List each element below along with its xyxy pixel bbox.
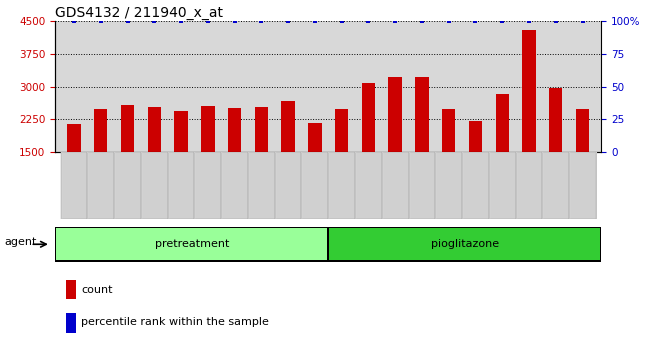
Point bbox=[176, 18, 187, 24]
Point bbox=[122, 18, 133, 24]
Bar bbox=[148, 107, 161, 152]
Point bbox=[229, 18, 240, 24]
Text: percentile rank within the sample: percentile rank within the sample bbox=[81, 317, 269, 327]
Bar bbox=[495, 94, 509, 152]
Bar bbox=[87, 152, 114, 219]
Bar bbox=[442, 109, 456, 152]
Text: pretreatment: pretreatment bbox=[155, 239, 229, 249]
Bar bbox=[255, 107, 268, 152]
Text: pioglitazone: pioglitazone bbox=[431, 239, 499, 249]
Bar bbox=[542, 152, 569, 219]
Point bbox=[551, 18, 561, 24]
Bar bbox=[576, 109, 589, 152]
Bar bbox=[114, 152, 141, 219]
Bar bbox=[462, 152, 489, 219]
Bar bbox=[389, 77, 402, 152]
Text: count: count bbox=[81, 285, 113, 295]
Bar bbox=[308, 122, 322, 152]
Bar bbox=[361, 83, 375, 152]
Point bbox=[69, 18, 79, 24]
Bar bbox=[515, 152, 542, 219]
Bar bbox=[355, 152, 382, 219]
Bar bbox=[248, 152, 275, 219]
Point bbox=[524, 18, 534, 24]
Bar bbox=[201, 106, 214, 152]
Bar bbox=[523, 30, 536, 152]
Text: GDS4132 / 211940_x_at: GDS4132 / 211940_x_at bbox=[55, 6, 223, 20]
Point bbox=[96, 18, 106, 24]
Point bbox=[470, 18, 480, 24]
Bar bbox=[469, 121, 482, 152]
Bar bbox=[330, 228, 600, 260]
Bar bbox=[328, 152, 355, 219]
Point bbox=[390, 18, 400, 24]
Bar bbox=[141, 152, 168, 219]
Bar bbox=[66, 313, 76, 333]
Bar bbox=[168, 152, 194, 219]
Bar bbox=[302, 152, 328, 219]
Bar bbox=[409, 152, 436, 219]
Bar bbox=[221, 152, 248, 219]
Point bbox=[256, 18, 266, 24]
Bar bbox=[281, 101, 295, 152]
Point bbox=[577, 18, 588, 24]
Point bbox=[497, 18, 508, 24]
Point bbox=[417, 18, 427, 24]
Bar bbox=[549, 87, 562, 152]
Bar bbox=[66, 280, 76, 299]
Bar bbox=[121, 105, 134, 152]
Bar bbox=[228, 108, 241, 152]
Bar bbox=[335, 109, 348, 152]
Point bbox=[203, 18, 213, 24]
Bar bbox=[569, 152, 596, 219]
Point bbox=[337, 18, 347, 24]
Point bbox=[309, 18, 320, 24]
Bar bbox=[415, 77, 428, 152]
Bar bbox=[194, 152, 221, 219]
Text: agent: agent bbox=[5, 238, 37, 247]
Bar bbox=[382, 152, 409, 219]
Bar bbox=[68, 124, 81, 152]
Bar bbox=[275, 152, 302, 219]
Bar bbox=[60, 152, 87, 219]
Bar bbox=[489, 152, 515, 219]
Point bbox=[443, 18, 454, 24]
Point bbox=[363, 18, 374, 24]
Bar bbox=[436, 152, 462, 219]
Bar bbox=[174, 111, 188, 152]
Point bbox=[149, 18, 159, 24]
Bar bbox=[57, 228, 327, 260]
Point bbox=[283, 18, 293, 24]
Bar bbox=[94, 109, 107, 152]
